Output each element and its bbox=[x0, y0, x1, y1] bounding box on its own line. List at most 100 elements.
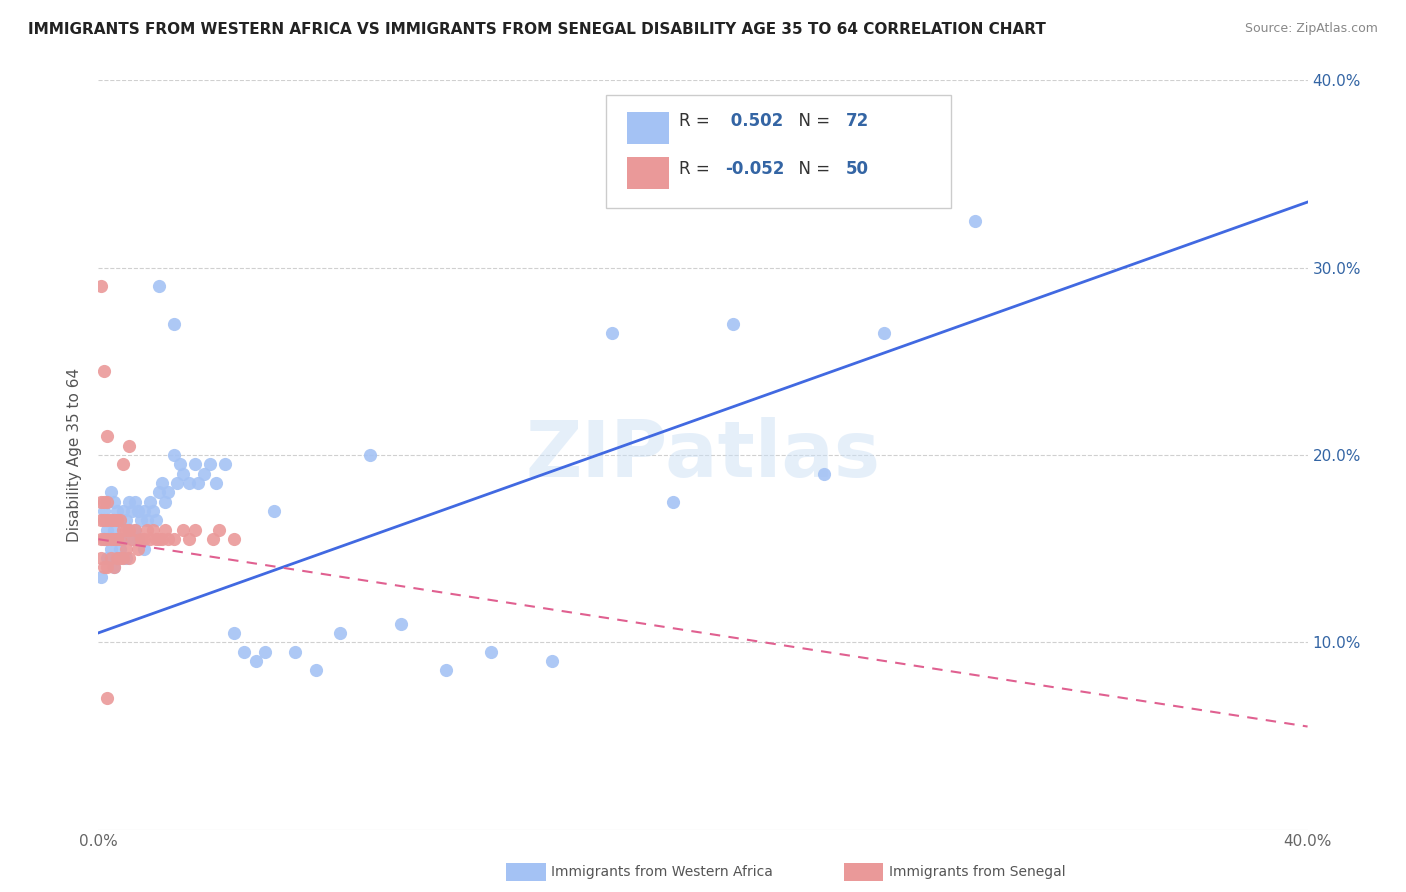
Point bbox=[184, 457, 207, 471]
Point bbox=[145, 514, 167, 528]
Point bbox=[139, 494, 162, 508]
Point bbox=[129, 514, 152, 528]
Point bbox=[179, 36, 201, 50]
Point bbox=[148, 279, 170, 293]
Point bbox=[132, 504, 155, 518]
Point bbox=[96, 532, 118, 546]
Point bbox=[96, 494, 118, 508]
Point bbox=[205, 476, 228, 491]
Point bbox=[124, 494, 146, 508]
Point bbox=[96, 691, 118, 706]
Point bbox=[142, 523, 165, 537]
Point bbox=[263, 504, 285, 518]
Point bbox=[184, 523, 207, 537]
Point bbox=[166, 476, 188, 491]
Point bbox=[103, 560, 125, 574]
Point bbox=[108, 514, 131, 528]
Text: IMMIGRANTS FROM WESTERN AFRICA VS IMMIGRANTS FROM SENEGAL DISABILITY AGE 35 TO 6: IMMIGRANTS FROM WESTERN AFRICA VS IMMIGR… bbox=[28, 22, 1046, 37]
Text: -0.052: -0.052 bbox=[724, 160, 785, 178]
Point bbox=[434, 664, 457, 678]
Point bbox=[132, 541, 155, 556]
Point bbox=[105, 532, 128, 546]
Point bbox=[111, 504, 134, 518]
Point bbox=[150, 532, 173, 546]
Point bbox=[90, 532, 112, 546]
Point bbox=[661, 494, 683, 508]
Point bbox=[965, 213, 987, 227]
Point bbox=[114, 514, 136, 528]
Point bbox=[118, 551, 141, 566]
Text: 50: 50 bbox=[845, 160, 869, 178]
Text: R =: R = bbox=[679, 160, 714, 178]
Point bbox=[93, 560, 115, 574]
Point bbox=[481, 644, 503, 658]
Point bbox=[111, 523, 134, 537]
Point bbox=[103, 494, 125, 508]
Point bbox=[132, 532, 155, 546]
Point bbox=[124, 523, 146, 537]
Point bbox=[118, 523, 141, 537]
Point bbox=[111, 532, 134, 546]
Point bbox=[100, 514, 122, 528]
Point bbox=[127, 504, 149, 518]
Point bbox=[111, 457, 134, 471]
Point bbox=[105, 551, 128, 566]
Point bbox=[103, 523, 125, 537]
Point bbox=[284, 644, 307, 658]
Point bbox=[100, 551, 122, 566]
Point bbox=[172, 523, 194, 537]
Point bbox=[360, 448, 382, 462]
Point bbox=[172, 467, 194, 481]
Point bbox=[163, 532, 186, 546]
Point bbox=[108, 532, 131, 546]
Point bbox=[245, 654, 267, 668]
Point bbox=[169, 457, 191, 471]
Point bbox=[93, 514, 115, 528]
Point bbox=[135, 514, 157, 528]
Text: 72: 72 bbox=[845, 112, 869, 130]
Point bbox=[139, 532, 162, 546]
Text: Immigrants from Senegal: Immigrants from Senegal bbox=[889, 865, 1066, 880]
Point bbox=[873, 326, 896, 340]
Point bbox=[108, 514, 131, 528]
Point bbox=[214, 457, 236, 471]
Point bbox=[105, 504, 128, 518]
Point bbox=[100, 514, 122, 528]
Point bbox=[93, 504, 115, 518]
Point bbox=[114, 541, 136, 556]
Point bbox=[111, 551, 134, 566]
Point bbox=[135, 523, 157, 537]
Point bbox=[118, 494, 141, 508]
Point bbox=[179, 476, 201, 491]
Text: ZIPatlas: ZIPatlas bbox=[526, 417, 880, 493]
Point bbox=[96, 560, 118, 574]
Point bbox=[90, 551, 112, 566]
FancyBboxPatch shape bbox=[627, 112, 669, 144]
Point bbox=[232, 644, 254, 658]
Point bbox=[156, 485, 179, 500]
Point bbox=[187, 476, 209, 491]
Point bbox=[224, 626, 246, 640]
Point bbox=[121, 532, 143, 546]
Y-axis label: Disability Age 35 to 64: Disability Age 35 to 64 bbox=[67, 368, 83, 542]
Point bbox=[93, 494, 115, 508]
Point bbox=[145, 532, 167, 546]
Point bbox=[93, 532, 115, 546]
FancyBboxPatch shape bbox=[606, 95, 950, 208]
Point bbox=[118, 523, 141, 537]
Point bbox=[118, 439, 141, 453]
Point bbox=[100, 541, 122, 556]
Point bbox=[121, 504, 143, 518]
Point bbox=[90, 494, 112, 508]
Point bbox=[153, 523, 176, 537]
Point bbox=[179, 532, 201, 546]
Point bbox=[150, 476, 173, 491]
Point bbox=[148, 532, 170, 546]
Point bbox=[202, 532, 225, 546]
Point bbox=[200, 457, 222, 471]
Point bbox=[163, 317, 186, 331]
Point bbox=[90, 514, 112, 528]
Point bbox=[121, 532, 143, 546]
Point bbox=[96, 514, 118, 528]
Point bbox=[153, 494, 176, 508]
